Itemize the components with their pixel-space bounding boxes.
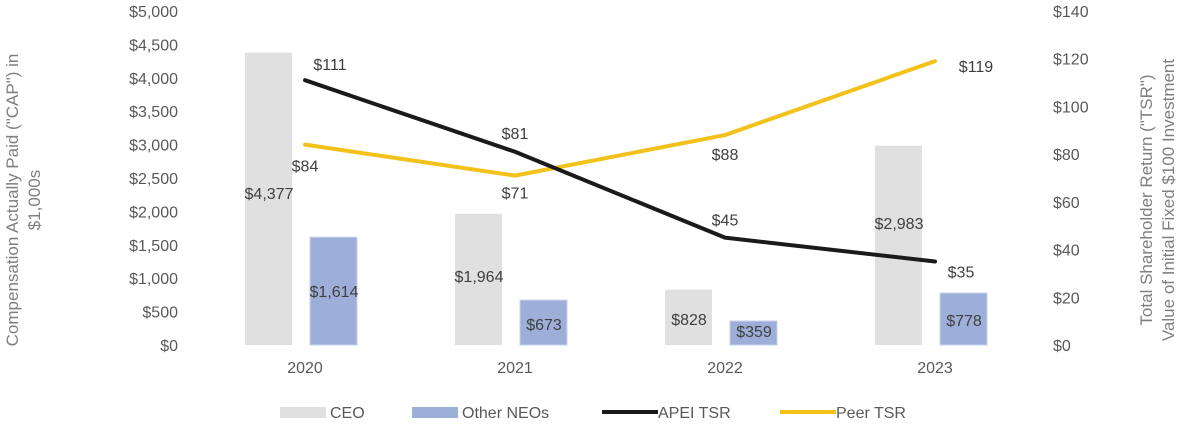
label-ceo: $2,983 (875, 216, 924, 233)
y-right-tick-label: $40 (1053, 243, 1080, 260)
bar-other-neos-2023 (939, 292, 988, 346)
legend-label-ceo: CEO (330, 405, 365, 422)
line-apei-tsr (303, 78, 937, 264)
lines-layer (303, 59, 937, 264)
y-left-tick-label: $4,500 (129, 37, 178, 54)
bars-layer (245, 52, 988, 346)
label-other-neos: $1,614 (310, 284, 359, 301)
y-left-axis-title: Compensation Actually Paid ("CAP") in $1,… (3, 54, 44, 347)
y-right-tick-label: $0 (1053, 338, 1071, 355)
x-tick-label: 2022 (707, 360, 743, 377)
bar-ceo-2023 (875, 145, 922, 345)
x-tick-label: 2021 (497, 360, 533, 377)
label-peer-tsr: $84 (292, 159, 319, 176)
label-other-neos: $778 (946, 313, 982, 330)
y-left-tick-label: $5,000 (129, 4, 178, 21)
y-left-tick-label: $1,000 (129, 271, 178, 288)
label-other-neos: $359 (736, 324, 772, 341)
label-ceo: $828 (671, 312, 707, 329)
legend-swatch-ceo (280, 407, 326, 418)
label-apei-tsr: $35 (948, 265, 975, 282)
y-left-tick-label: $500 (142, 305, 178, 322)
bar-ceo-2020 (245, 52, 292, 346)
legend-label-peer-tsr: Peer TSR (836, 405, 906, 422)
x-tick-label: 2020 (287, 360, 323, 377)
legend: CEO Other NEOs APEI TSR Peer TSR (280, 405, 906, 422)
bar-ceo-2022 (665, 289, 712, 345)
bar-other-neos-2021 (519, 299, 568, 346)
legend-label-other-neos: Other NEOs (462, 405, 549, 422)
y-left-tick-label: $4,000 (129, 71, 178, 88)
y-left-tick-label: $3,500 (129, 104, 178, 121)
label-peer-tsr: $71 (502, 186, 529, 203)
label-peer-tsr: $119 (959, 59, 994, 76)
label-ceo: $4,377 (245, 186, 294, 203)
label-peer-tsr: $88 (712, 147, 739, 164)
y-right-tick-label: $140 (1053, 4, 1089, 21)
label-other-neos: $673 (526, 317, 562, 334)
label-apei-tsr: $111 (313, 57, 346, 74)
line-peer-tsr (303, 59, 937, 178)
y-left-tick-label: $1,500 (129, 238, 178, 255)
y-right-axis-title: Total Shareholder Return ("TSR") Value of… (1137, 59, 1178, 342)
bar-other-neos-2020 (309, 236, 358, 346)
label-apei-tsr: $81 (502, 126, 529, 143)
label-apei-tsr: $45 (712, 213, 739, 230)
y-left-tick-label: $2,000 (129, 204, 178, 221)
y-right-tick-label: $120 (1053, 52, 1089, 69)
legend-swatch-other-neos (412, 407, 458, 418)
x-tick-label: 2023 (917, 360, 953, 377)
data-labels-layer: $4,377 $1,614 $111 $84 $1,964 $673 $81 $71 $828 $… (245, 57, 994, 341)
axes-layer: $0 $500 $1,000 $1,500 $2,000 $2,500 $3,000 $3,5… (3, 4, 1178, 377)
bar-ceo-2021 (455, 213, 502, 345)
y-right-tick-label: $100 (1053, 99, 1089, 116)
legend-label-apei-tsr: APEI TSR (658, 405, 731, 422)
bar-other-neos-2022 (729, 320, 778, 346)
y-right-tick-label: $80 (1053, 147, 1080, 164)
y-left-tick-label: $0 (160, 338, 178, 355)
y-left-tick-label: $2,500 (129, 171, 178, 188)
y-right-tick-label: $20 (1053, 290, 1080, 307)
y-right-tick-label: $60 (1053, 195, 1080, 212)
y-left-tick-label: $3,000 (129, 138, 178, 155)
label-ceo: $1,964 (455, 269, 504, 286)
